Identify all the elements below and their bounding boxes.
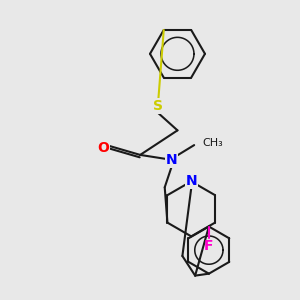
Text: CH₃: CH₃ — [202, 138, 223, 148]
Text: F: F — [204, 239, 214, 253]
Text: N: N — [166, 153, 177, 167]
Text: N: N — [185, 174, 197, 188]
Text: O: O — [97, 141, 109, 155]
Text: S: S — [153, 99, 163, 113]
